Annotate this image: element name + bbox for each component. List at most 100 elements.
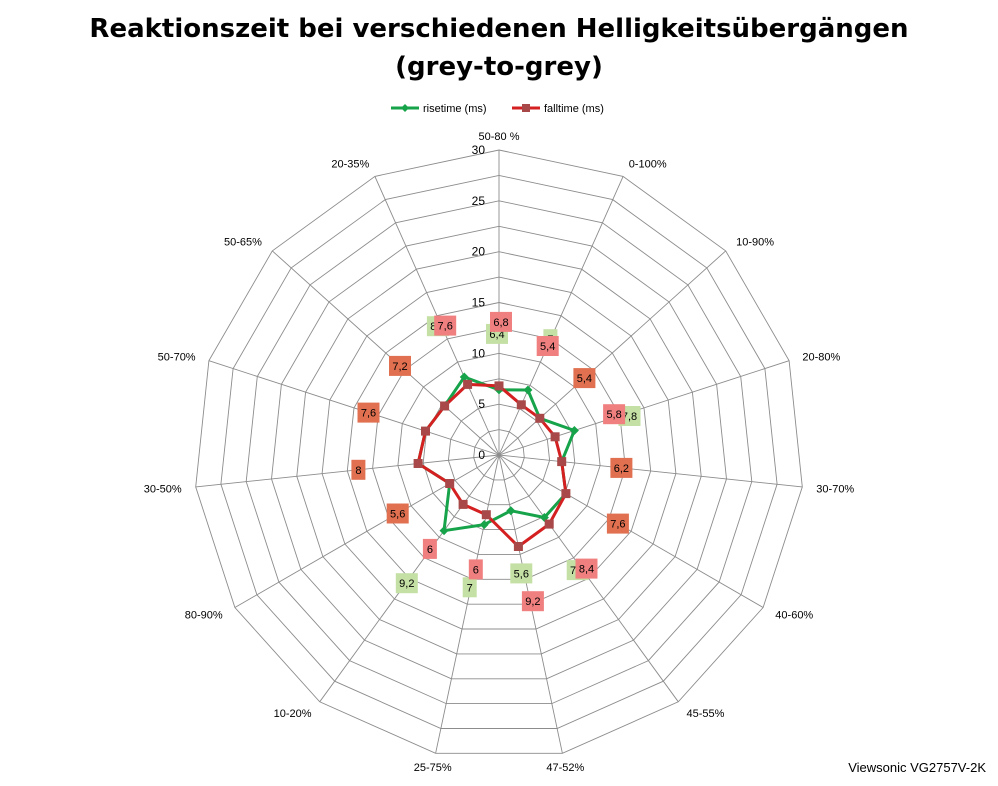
data-label-falltime-box bbox=[468, 559, 483, 580]
category-label: 50-70% bbox=[158, 351, 196, 363]
risetime-point bbox=[439, 526, 449, 536]
grid-spoke bbox=[498, 360, 790, 456]
grid-spoke bbox=[271, 250, 500, 456]
category-label: 10-90% bbox=[736, 237, 774, 249]
chart-title-line-2: (grey-to-grey) bbox=[395, 52, 603, 82]
radial-tick-label: 20 bbox=[472, 245, 486, 259]
data-labels: 6,46,875,45,47,85,86,27,67,68,45,69,2769… bbox=[351, 311, 641, 612]
chart-title: Reaktionszeit bei verschiedenen Helligke… bbox=[0, 10, 998, 86]
legend-marker bbox=[401, 104, 409, 112]
falltime-point bbox=[516, 400, 526, 410]
category-label: 20-80% bbox=[802, 351, 840, 363]
data-label-falltime-box bbox=[422, 538, 437, 559]
data-label-both-box bbox=[386, 503, 409, 524]
grid-spoke bbox=[498, 250, 727, 456]
falltime-point bbox=[494, 381, 504, 391]
falltime-point bbox=[557, 457, 567, 467]
grid-ring bbox=[447, 403, 551, 506]
category-label: 50-65% bbox=[224, 237, 262, 249]
grid-ring bbox=[245, 200, 753, 705]
grid-spoke bbox=[195, 454, 500, 488]
radial-tick-label: 30 bbox=[472, 143, 486, 157]
data-label-falltime-box bbox=[521, 591, 544, 612]
grid-spoke bbox=[498, 454, 764, 608]
falltime-point bbox=[440, 401, 450, 411]
series-lines bbox=[413, 372, 579, 551]
category-label: 40-60% bbox=[775, 610, 813, 622]
data-label-both: 5,6 bbox=[390, 509, 405, 521]
data-label-falltime: 5,4 bbox=[540, 341, 555, 353]
category-label: 47-52% bbox=[546, 762, 584, 774]
series-line bbox=[416, 382, 568, 548]
legend-label: risetime (ms) bbox=[423, 103, 487, 115]
legend: risetime (ms) falltime (ms) bbox=[391, 103, 604, 115]
grid-spoke bbox=[435, 454, 500, 754]
falltime-point bbox=[445, 479, 455, 488]
data-label-both: 6,2 bbox=[614, 463, 629, 475]
category-label: 45-55% bbox=[687, 708, 725, 720]
category-label: 10-20% bbox=[274, 708, 312, 720]
data-label-both: 5,4 bbox=[577, 373, 592, 385]
grid-ring bbox=[271, 225, 727, 680]
data-label-risetime: 9,2 bbox=[399, 578, 414, 590]
data-label-both-box bbox=[610, 457, 633, 478]
grid-ring bbox=[346, 302, 652, 605]
category-label: 80-90% bbox=[185, 610, 223, 622]
data-label-both-box bbox=[389, 355, 411, 376]
falltime-point bbox=[513, 542, 523, 551]
falltime-point bbox=[481, 510, 491, 520]
grid-ring bbox=[372, 327, 626, 580]
data-label-risetime-box bbox=[395, 573, 418, 594]
grid-spoke bbox=[498, 454, 803, 488]
risetime-point bbox=[479, 520, 489, 530]
grid-spoke bbox=[208, 360, 500, 456]
data-label-both: 8 bbox=[355, 465, 361, 477]
watermark-text: Viewsonic VG2757V-2K bbox=[848, 760, 986, 775]
falltime-point bbox=[458, 499, 468, 509]
data-label-falltime-box bbox=[536, 336, 559, 356]
data-label-falltime: 6 bbox=[427, 544, 433, 556]
falltime-point bbox=[421, 426, 430, 436]
category-label: 20-35% bbox=[331, 159, 369, 171]
data-label-risetime: 7 bbox=[467, 582, 473, 594]
data-label-risetime-box bbox=[462, 577, 477, 598]
falltime-point bbox=[463, 379, 473, 389]
data-label-falltime: 6 bbox=[473, 564, 479, 576]
legend-label: falltime (ms) bbox=[544, 103, 604, 115]
grid-ring bbox=[220, 174, 778, 729]
data-label-falltime: 6,8 bbox=[493, 317, 508, 329]
data-label-falltime: 9,2 bbox=[525, 596, 540, 608]
data-label-risetime-box bbox=[510, 563, 533, 584]
radial-tick-label: 25 bbox=[472, 194, 486, 208]
data-label-both-box bbox=[606, 513, 629, 534]
data-label-risetime: 5,6 bbox=[514, 568, 529, 580]
falltime-point bbox=[413, 459, 423, 468]
risetime-point bbox=[569, 425, 579, 435]
radial-tick-label: 15 bbox=[472, 296, 486, 310]
radial-tick-label: 10 bbox=[472, 346, 486, 360]
grid-ring bbox=[397, 352, 601, 555]
category-label: 30-70% bbox=[816, 483, 854, 495]
data-label-falltime-box bbox=[603, 404, 626, 425]
risetime-point bbox=[459, 372, 469, 382]
radial-tick-label: 0 bbox=[478, 448, 485, 462]
category-label: 25-75% bbox=[414, 762, 452, 774]
grid-ring bbox=[296, 251, 702, 655]
data-label-both: 7,2 bbox=[392, 361, 407, 373]
data-label-both-box bbox=[357, 402, 380, 423]
chart-title-line-1: Reaktionszeit bei verschiedenen Helligke… bbox=[89, 14, 909, 44]
category-labels: 50-80 % 0-100% 10-90% 20-80% 30-70% 40-60% 45-… bbox=[144, 131, 855, 774]
data-label-falltime: 8,4 bbox=[579, 564, 594, 576]
data-label-falltime-box bbox=[575, 558, 598, 579]
grid-ring bbox=[195, 149, 803, 754]
data-label-falltime: 7,6 bbox=[438, 321, 453, 333]
data-label-falltime-box bbox=[434, 315, 457, 336]
data-label-falltime-box bbox=[490, 311, 512, 332]
data-label-both: 7,6 bbox=[361, 408, 376, 420]
falltime-point bbox=[544, 519, 554, 529]
risetime-point bbox=[523, 385, 533, 395]
grid-spoke bbox=[234, 454, 500, 608]
data-label-falltime: 5,8 bbox=[606, 409, 621, 421]
data-label-both-box bbox=[351, 459, 366, 480]
